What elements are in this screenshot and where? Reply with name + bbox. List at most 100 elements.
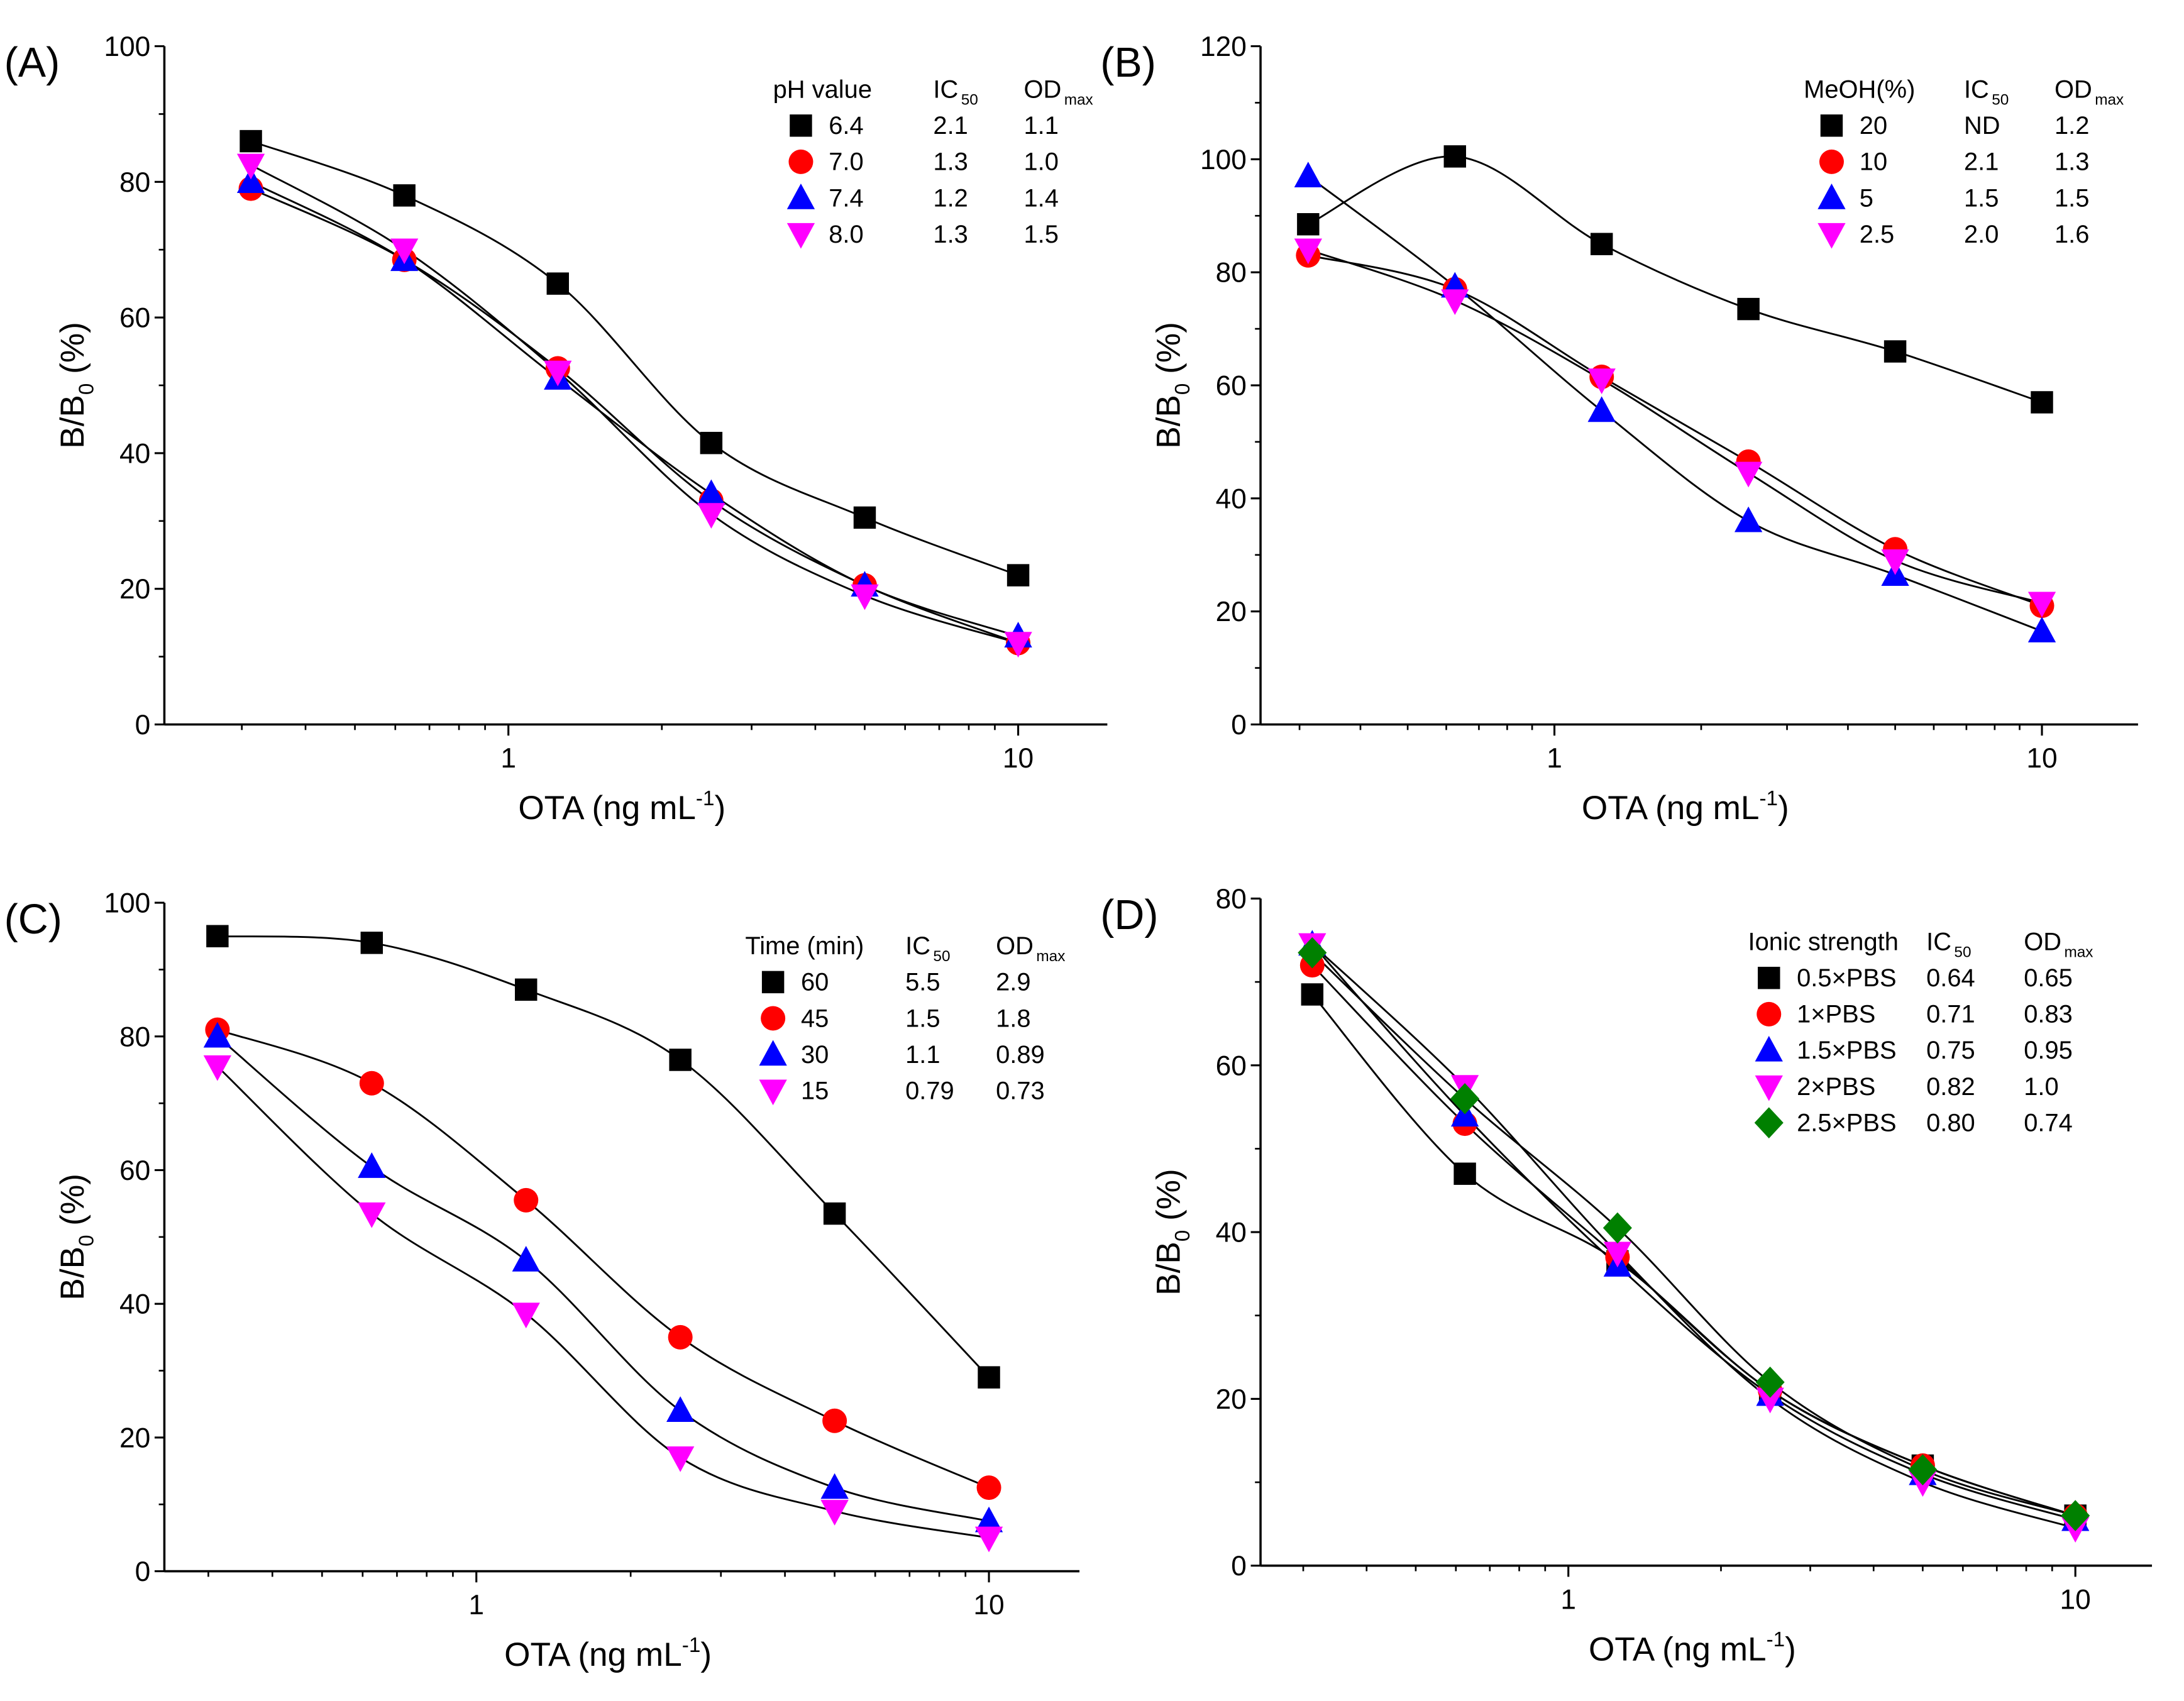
y-axis-label-sub: 0 [75,383,98,395]
data-point [666,1446,695,1472]
y-axis-label-end: (%) [54,322,91,383]
legend-series-name: 20 [1860,112,1887,140]
data-point [1908,1454,1938,1485]
data-point [203,1055,232,1081]
legend-odmax-value: 0.89 [996,1041,1045,1069]
data-point [1737,297,1760,321]
data-point [1007,564,1030,586]
data-point [700,431,723,454]
legend-series-name: 7.0 [829,148,863,176]
legend-odmax-value: 0.83 [2024,1001,2073,1028]
legend-marker [1757,1001,1782,1027]
legend-marker [1817,223,1846,249]
x-axis-label: OTA (ng mL-1) [1589,1628,1796,1668]
data-point [390,238,419,265]
legend-odmax-header: OD [996,932,1034,960]
fit-curve [1311,944,2076,1521]
x-axis-label-end: ) [714,790,725,827]
y-tick-label: 60 [1216,1050,1247,1081]
legend-odmax-value: 1.5 [1023,221,1058,248]
y-tick-label: 100 [104,888,150,919]
legend-series-name: 1.5×PBS [1797,1037,1897,1064]
x-axis-label-text: OTA (ng mL [504,1636,682,1673]
y-axis-label-text: B/B [54,395,91,449]
legend-marker [1820,114,1843,137]
data-point [1453,1162,1476,1185]
data-point [666,1396,695,1423]
series-3 [203,1055,1003,1553]
x-tick-label: 1 [500,743,516,774]
legend-ic50-value: 0.75 [1926,1037,1975,1064]
legend-title: pH value [773,75,872,103]
legend-odmax-value: 1.4 [1023,184,1058,212]
fit-curve [1308,155,2043,404]
panel-label: (A) [4,40,60,86]
legend-odmax-value: 0.74 [2024,1109,2073,1137]
data-point [974,1526,1003,1553]
data-point [1297,213,1320,236]
legend: MeOH(%) IC 50 OD max 20 ND 1.2 10 2.1 1.3 5 1.5 1.5 2.… [1804,75,2124,249]
data-point [669,1049,692,1071]
data-point [820,1473,849,1499]
y-tick-label: 80 [119,1021,150,1052]
x-axis-label-sup: -1 [696,787,715,810]
legend-ic50-value: 2.1 [1964,148,1999,176]
legend-odmax-value: 2.9 [996,969,1030,996]
legend-series-name: 60 [801,969,829,996]
series-0 [1297,145,2053,414]
x-axis-label: OTA (ng mL-1) [1582,787,1789,827]
legend-ic50-value: 2.0 [1964,221,1999,248]
data-point [1590,233,1613,255]
legend-odmax-value: 1.8 [996,1005,1030,1032]
legend-series-name: 2.5×PBS [1797,1109,1897,1137]
legend-odmax-value: 1.2 [2054,112,2089,140]
data-point [1734,461,1763,488]
y-tick-label: 120 [1200,31,1247,62]
y-tick-label: 20 [119,1423,150,1453]
data-point [853,506,876,529]
x-axis-label-text: OTA (ng mL [518,790,696,827]
data-point [823,1202,846,1225]
data-point [851,584,879,610]
legend-ic50-value: 0.64 [1926,964,1975,992]
y-tick-label: 100 [1200,145,1247,175]
legend-marker [786,223,815,249]
data-point [1004,632,1032,658]
data-point [978,1366,1000,1389]
legend-odmax-value: 1.3 [2054,148,2089,176]
legend-ic50-value: 1.2 [933,184,968,212]
panel-label: (D) [1100,892,1158,939]
legend-ic50-header-sub: 50 [1954,944,1971,961]
legend-marker [790,114,812,137]
data-point [359,1071,384,1096]
data-point [393,184,416,207]
series-2 [203,1021,1003,1533]
data-point [360,932,383,954]
legend-marker [1758,966,1780,989]
x-axis-label-sup: -1 [682,1634,701,1657]
y-tick-label: 0 [135,1556,151,1587]
data-point [697,503,725,529]
legend-series-name: 5 [1860,184,1873,212]
data-point [203,1021,232,1048]
legend-odmax-header-sub: max [2095,92,2124,109]
y-axis-label-text: B/B [54,1247,91,1301]
data-point [514,1187,539,1213]
x-tick-label: 10 [2060,1584,2091,1615]
legend-marker [759,1079,787,1106]
legend-marker [1755,1035,1783,1062]
x-tick-label: 1 [468,1590,484,1621]
data-point [820,1500,849,1526]
legend-series-name: 8.0 [829,221,863,248]
data-point [1602,1212,1632,1244]
legend-ic50-value: 0.82 [1926,1073,1975,1101]
fit-curve [250,187,1019,644]
x-axis-label-end: ) [1778,790,1789,827]
y-tick-label: 0 [135,710,151,740]
legend-ic50-value: ND [1964,112,2000,140]
legend-series-name: 0.5×PBS [1797,964,1897,992]
legend: pH value IC 50 OD max 6.4 2.1 1.1 7.0 1.3 1.0 7.4 1.… [773,75,1093,249]
legend-marker [761,971,785,994]
legend-title: Time (min) [745,932,864,960]
